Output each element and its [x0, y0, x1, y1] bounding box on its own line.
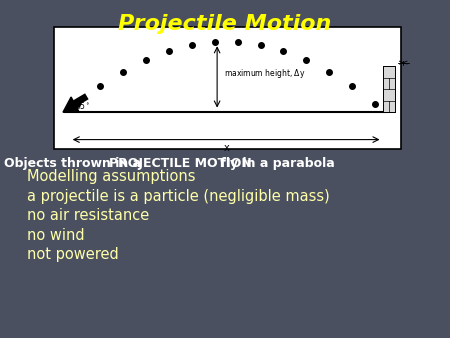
- Text: Projectile Motion: Projectile Motion: [118, 14, 332, 33]
- Text: Objects thrown in a: Objects thrown in a: [4, 157, 146, 170]
- Text: no wind: no wind: [27, 228, 85, 243]
- Text: fly in a parabola: fly in a parabola: [216, 157, 335, 170]
- Text: 35$^\circ$: 35$^\circ$: [75, 99, 90, 111]
- Polygon shape: [63, 97, 79, 112]
- FancyBboxPatch shape: [54, 27, 400, 149]
- Text: Modelling assumptions: Modelling assumptions: [27, 169, 195, 184]
- Text: no air resistance: no air resistance: [27, 208, 149, 223]
- Text: PROJECTILE MOTION: PROJECTILE MOTION: [109, 157, 252, 170]
- Text: a projectile is a particle (negligible mass): a projectile is a particle (negligible m…: [27, 189, 330, 203]
- Text: maximum height, $\Delta$y: maximum height, $\Delta$y: [224, 67, 306, 80]
- Bar: [382, 66, 395, 112]
- Text: not powered: not powered: [27, 247, 119, 262]
- Text: x: x: [223, 143, 229, 153]
